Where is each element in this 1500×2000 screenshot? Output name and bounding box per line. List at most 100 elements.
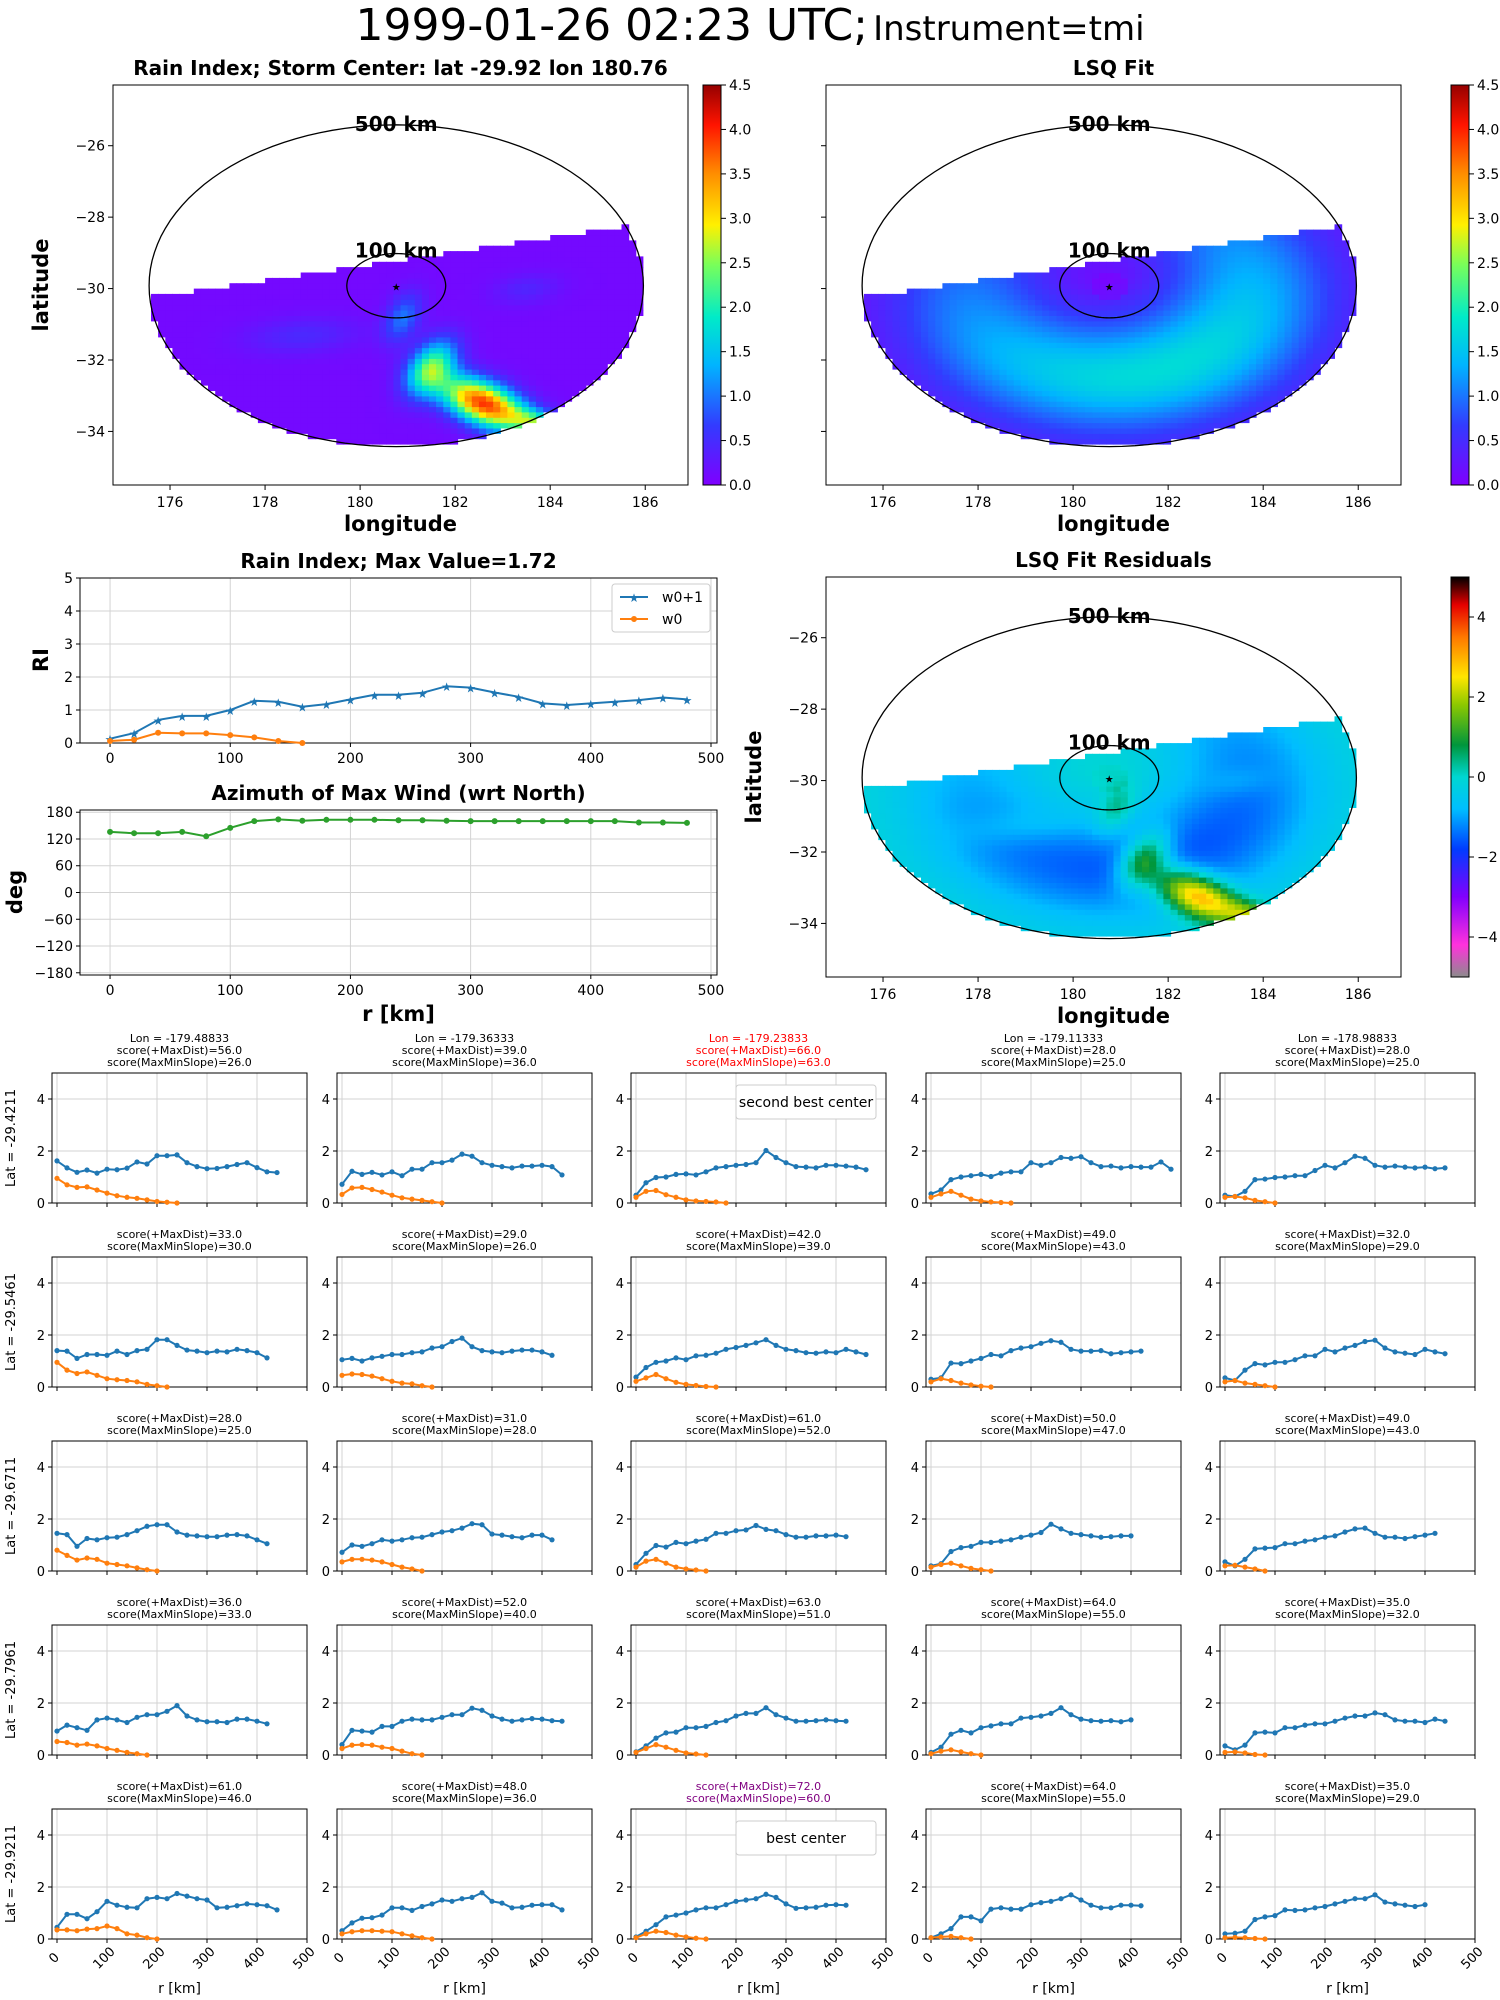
map-pixel xyxy=(1206,368,1214,375)
map-pixel xyxy=(1006,914,1015,921)
map-pixel xyxy=(928,791,936,798)
map-pixel xyxy=(1313,304,1321,311)
map-pixel xyxy=(507,374,516,381)
map-pixel xyxy=(436,352,444,359)
map-pixel xyxy=(935,358,943,365)
map-pixel xyxy=(906,855,915,862)
map-pixel xyxy=(1049,860,1057,867)
map-pixel xyxy=(963,342,972,349)
ring-label-100km: 100 km xyxy=(1068,239,1151,263)
map-pixel xyxy=(1056,368,1065,375)
map-pixel xyxy=(864,310,872,316)
map-pixel xyxy=(364,352,373,359)
map-pixel xyxy=(1177,411,1186,418)
map-pixel xyxy=(279,342,287,349)
map-pixel xyxy=(1220,417,1229,424)
map-pixel xyxy=(985,866,993,873)
map-pixel xyxy=(871,785,879,792)
map-pixel xyxy=(1156,310,1164,316)
map-pixel xyxy=(892,352,901,359)
map-pixel xyxy=(942,796,951,803)
map-pixel xyxy=(899,299,908,306)
map-pixel xyxy=(899,807,908,814)
map-pixel xyxy=(985,304,993,311)
map-pixel xyxy=(443,283,451,290)
map-pixel xyxy=(450,256,459,263)
map-pixel xyxy=(357,310,366,316)
map-pixel xyxy=(1006,277,1015,284)
map-pixel xyxy=(1220,422,1229,429)
map-pixel xyxy=(992,385,1000,391)
map-pixel xyxy=(1291,352,1300,359)
map-pixel xyxy=(1099,427,1107,434)
map-pixel xyxy=(970,347,979,354)
map-pixel xyxy=(942,882,951,889)
map-pixel xyxy=(985,850,993,857)
map-pixel xyxy=(1085,887,1093,894)
map-pixel xyxy=(528,256,537,263)
map-pixel xyxy=(229,336,238,343)
map-pixel xyxy=(614,256,622,263)
map-pixel xyxy=(1284,261,1293,268)
map-pixel xyxy=(386,411,394,418)
map-pixel xyxy=(1035,807,1043,814)
map-pixel xyxy=(500,261,508,268)
map-pixel xyxy=(1142,406,1150,413)
map-pixel xyxy=(272,304,280,311)
map-pixel xyxy=(992,844,1000,851)
map-pixel xyxy=(265,288,273,295)
map-pixel xyxy=(621,304,630,311)
map-pixel xyxy=(1334,224,1343,231)
map-pixel xyxy=(414,283,423,290)
map-pixel xyxy=(942,293,951,300)
map-pixel xyxy=(322,299,330,306)
map-pixel xyxy=(600,299,608,306)
map-pixel xyxy=(528,374,537,381)
map-pixel xyxy=(493,267,501,274)
map-pixel xyxy=(564,379,573,386)
map-pixel xyxy=(557,251,565,258)
map-pixel xyxy=(1028,871,1036,878)
map-pixel xyxy=(1020,385,1029,391)
map-pixel xyxy=(1313,326,1321,333)
map-pixel xyxy=(621,331,630,338)
colorbar-tick-label: 4.0 xyxy=(729,122,751,138)
map-pixel xyxy=(1127,764,1136,771)
map-pixel xyxy=(564,293,573,300)
map-pixel xyxy=(985,401,993,408)
map-pixel xyxy=(963,775,972,782)
map-pixel xyxy=(1241,288,1250,295)
map-pixel xyxy=(1142,363,1150,370)
map-pixel xyxy=(1213,390,1221,397)
map-pixel xyxy=(614,342,622,349)
map-pixel xyxy=(1120,855,1129,862)
map-pixel xyxy=(1120,807,1129,814)
map-pixel xyxy=(1042,417,1050,424)
map-pixel xyxy=(543,315,551,322)
map-pixel xyxy=(935,860,943,867)
map-pixel xyxy=(571,240,580,247)
map-pixel xyxy=(913,304,922,311)
map-pixel xyxy=(1149,315,1157,322)
map-pixel xyxy=(429,272,437,279)
map-pixel xyxy=(357,390,366,397)
map-pixel xyxy=(1028,860,1036,867)
map-pixel xyxy=(1042,390,1050,397)
map-pixel xyxy=(1156,261,1164,268)
map-pixel xyxy=(293,417,302,424)
map-pixel xyxy=(985,769,993,776)
map-pixel xyxy=(1170,331,1179,338)
map-pixel xyxy=(300,395,309,402)
map-pixel xyxy=(1006,368,1015,375)
map-pixel xyxy=(1156,395,1164,402)
map-pixel xyxy=(443,347,451,354)
map-pixel xyxy=(978,374,986,381)
map-pixel xyxy=(1085,823,1093,830)
map-pixel xyxy=(978,807,986,814)
map-pixel xyxy=(899,310,908,316)
map-pixel xyxy=(486,385,494,391)
map-pixel xyxy=(956,293,965,300)
map-pixel xyxy=(585,235,594,241)
map-pixel xyxy=(1006,293,1015,300)
map-pixel xyxy=(1006,818,1015,825)
